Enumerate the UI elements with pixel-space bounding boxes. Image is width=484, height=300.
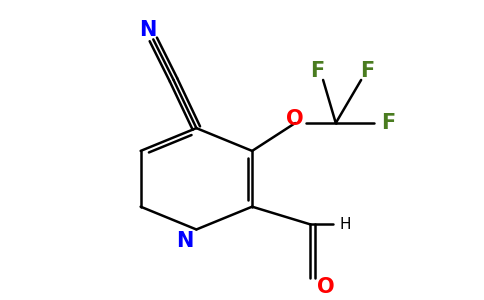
Text: H: H — [339, 217, 351, 232]
Text: F: F — [381, 113, 395, 133]
Text: N: N — [139, 20, 157, 40]
Text: O: O — [287, 109, 304, 129]
Text: F: F — [310, 61, 324, 81]
Text: O: O — [317, 277, 334, 297]
Text: F: F — [360, 61, 374, 81]
Text: N: N — [177, 231, 194, 250]
